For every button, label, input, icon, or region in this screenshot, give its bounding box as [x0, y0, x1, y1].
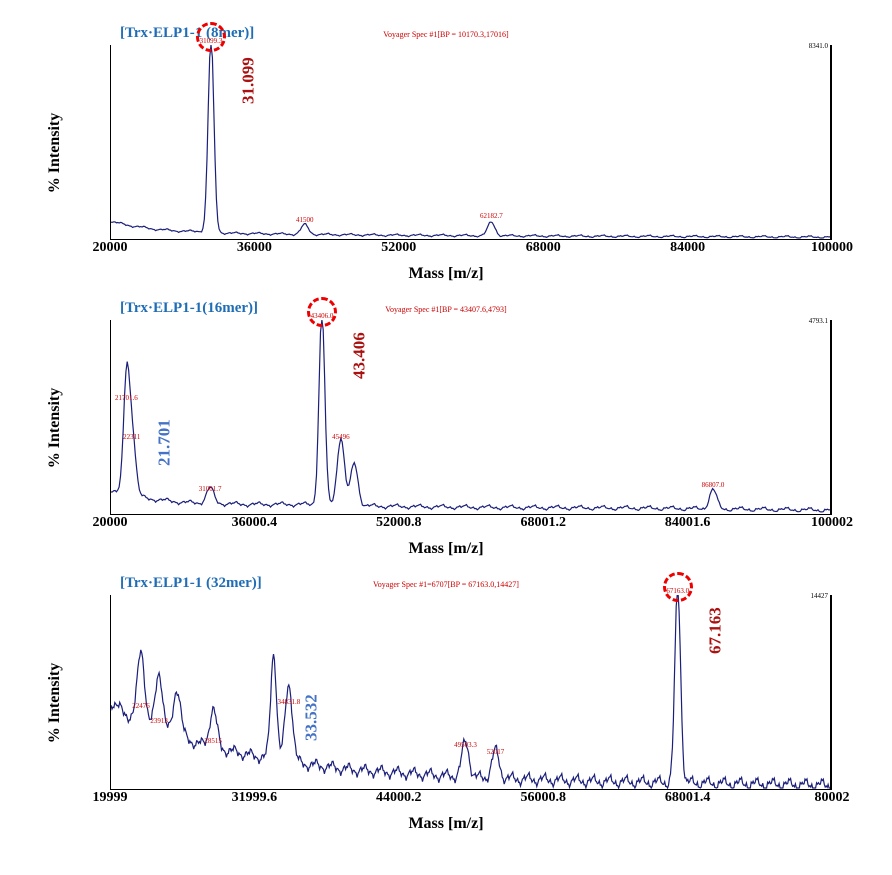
- spectrum-header: Voyager Spec #1[BP = 10170.3,17016]: [383, 30, 508, 39]
- peak-mass-anno: 67163.0: [666, 587, 689, 595]
- mass-spectrum-panel: [Trx·ELP1-1 (8mer)] Voyager Spec #1[BP = …: [30, 20, 862, 285]
- peak-label: 31.099: [239, 57, 259, 104]
- x-tick: 100002: [811, 515, 853, 531]
- x-tick: 52000: [381, 240, 416, 256]
- x-tick: 68001.4: [665, 790, 711, 806]
- chart-area: 31.09931099.34150062182.7: [110, 45, 832, 240]
- right-axis-bar: [830, 595, 832, 790]
- peak-mass-anno: 34831.8: [277, 698, 300, 706]
- peak-label: 67.163: [706, 607, 726, 654]
- chart-area: 43.40621.70121701.62231131001.743406.045…: [110, 320, 832, 515]
- right-axis-max: 14427: [811, 592, 829, 600]
- peak-mass-anno: 41500: [296, 216, 314, 224]
- peak-mass-anno: 28515: [204, 737, 222, 745]
- spectrum-header: Voyager Spec #1[BP = 43407.6,4793]: [385, 305, 506, 314]
- x-tick: 36000: [237, 240, 272, 256]
- x-axis-label: Mass [m/z]: [408, 540, 483, 558]
- x-axis: 2000036000.452000.868001.284001.6100002: [110, 515, 832, 535]
- x-tick: 84000: [670, 240, 705, 256]
- peak-mass-anno: 86807.0: [702, 481, 725, 489]
- x-tick: 100000: [811, 240, 853, 256]
- x-tick: 20000: [93, 515, 128, 531]
- x-tick: 31999.6: [232, 790, 278, 806]
- x-tick: 36000.4: [232, 515, 278, 531]
- chart-area: 67.163 33.532 2247623913 28515 34831.8 49503.…: [110, 595, 832, 790]
- peak-mass-anno: 31099.3: [200, 37, 223, 45]
- x-axis: 2000036000520006800084000100000: [110, 240, 832, 260]
- mass-spectrum-panel: [Trx·ELP1-1 (32mer)] Voyager Spec #1=6707…: [30, 570, 862, 835]
- peak-mass-anno: 22476: [132, 702, 150, 710]
- x-axis-label: Mass [m/z]: [408, 815, 483, 833]
- peak-label: 21.701: [154, 419, 174, 466]
- peak-mass-anno: 21701.6: [115, 394, 138, 402]
- x-tick: 20000: [93, 240, 128, 256]
- x-tick: 19999: [93, 790, 128, 806]
- panel-title: [Trx·ELP1-1 (32mer)]: [120, 575, 262, 592]
- peak-mass-anno: 43406.0: [311, 312, 334, 320]
- x-tick: 68001.2: [520, 515, 566, 531]
- right-axis-bar: [830, 45, 832, 240]
- y-axis-label: % Intensity: [46, 112, 64, 192]
- spectrum-trace: [111, 45, 832, 239]
- peak-label: 43.406: [350, 332, 370, 379]
- peak-mass-anno: 62182.7: [480, 212, 503, 220]
- x-axis: 1999931999.644000.256000.868001.480002: [110, 790, 832, 810]
- panel-title: [Trx·ELP1-1(16mer)]: [120, 300, 258, 317]
- panel-title: [Trx·ELP1-1 (8mer)]: [120, 25, 254, 42]
- x-tick: 56000.8: [520, 790, 566, 806]
- x-tick: 84001.6: [665, 515, 711, 531]
- mass-spectrum-panel: [Trx·ELP1-1(16mer)] Voyager Spec #1[BP = …: [30, 295, 862, 560]
- peak-mass-anno: 23913: [150, 717, 168, 725]
- peak-mass-anno: 45496: [332, 433, 350, 441]
- x-tick: 52000.8: [376, 515, 422, 531]
- peak-mass-anno: 52017: [487, 748, 505, 756]
- x-tick: 80002: [815, 790, 850, 806]
- peak-mass-anno: 49503.3: [454, 741, 477, 749]
- x-tick: 68000: [526, 240, 561, 256]
- peak-mass-anno: 31001.7: [199, 485, 222, 493]
- right-axis-max: 4793.1: [809, 317, 828, 325]
- spectrum-header: Voyager Spec #1=6707[BP = 67163.0,14427]: [373, 580, 519, 589]
- x-tick: 44000.2: [376, 790, 422, 806]
- right-axis-bar: [830, 320, 832, 515]
- y-axis-label: % Intensity: [46, 387, 64, 467]
- y-axis-label: % Intensity: [46, 662, 64, 742]
- peak-label: 33.532: [301, 694, 321, 741]
- x-axis-label: Mass [m/z]: [408, 265, 483, 283]
- right-axis-max: 8341.0: [809, 42, 828, 50]
- peak-mass-anno: 22311: [123, 433, 140, 441]
